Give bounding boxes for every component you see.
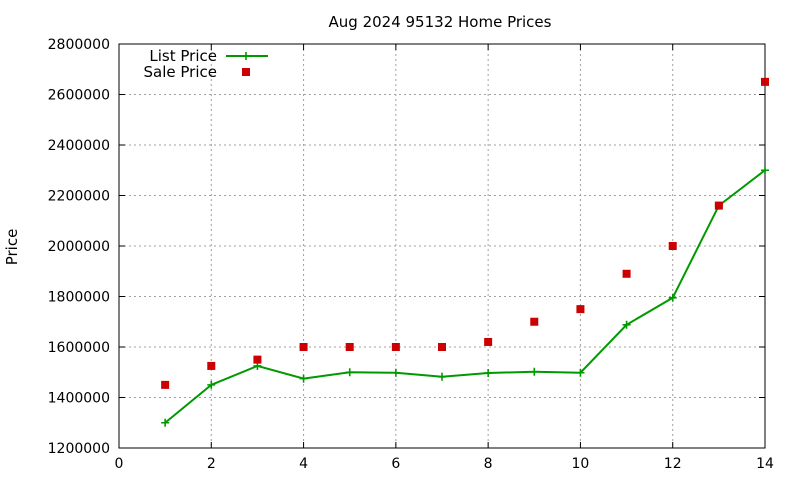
list-price-point xyxy=(207,380,216,389)
x-tick-label: 4 xyxy=(299,456,308,472)
sale-price-point xyxy=(299,343,308,351)
list-price-point xyxy=(391,368,400,377)
legend-label: Sale Price xyxy=(144,63,217,81)
list-price-point xyxy=(438,372,446,381)
sale-price-point xyxy=(622,269,631,278)
series xyxy=(161,77,769,427)
sale-price-point xyxy=(253,355,262,364)
series-2 xyxy=(161,77,769,389)
x-tick-label: 0 xyxy=(115,456,124,472)
chart-title: Aug 2024 95132 Home Prices xyxy=(329,13,552,31)
list-price-point xyxy=(299,374,308,383)
sale-price-point xyxy=(668,242,677,250)
y-tick-label: 1600000 xyxy=(48,340,110,356)
x-tick-label: 2 xyxy=(207,456,216,472)
sale-price-point xyxy=(438,343,446,351)
y-tick-label: 1200000 xyxy=(48,441,110,457)
y-tick-label: 2200000 xyxy=(48,189,110,205)
x-tick-label: 10 xyxy=(572,456,590,472)
y-tick-label: 1400000 xyxy=(48,391,110,407)
sale-price-point xyxy=(484,337,493,346)
legend-marker xyxy=(242,52,250,60)
legend-label: List Price xyxy=(149,47,217,65)
sale-price-point xyxy=(761,77,769,86)
y-tick-label: 2800000 xyxy=(48,37,110,53)
list-price-point xyxy=(668,293,677,302)
sale-price-point xyxy=(714,201,723,210)
list-price-point xyxy=(530,367,539,376)
list-price-point xyxy=(761,166,769,175)
y-axis-label: Price xyxy=(3,229,21,266)
x-tick-label: 8 xyxy=(484,456,493,472)
sale-price-point xyxy=(161,380,170,389)
y-tick-label: 2600000 xyxy=(48,88,110,104)
list-price-point xyxy=(576,368,585,377)
x-tick-label: 12 xyxy=(664,456,682,472)
sale-price-point xyxy=(391,343,400,351)
sale-price-point xyxy=(345,343,354,351)
list-price-point xyxy=(622,320,631,329)
x-tick-label: 14 xyxy=(756,456,774,472)
sale-price-point xyxy=(576,305,585,314)
series-1 xyxy=(161,166,769,427)
list-price-point xyxy=(345,368,354,377)
y-tick-label: 2400000 xyxy=(48,138,110,154)
sale-price-point xyxy=(530,317,539,326)
grid xyxy=(119,44,765,448)
y-tick-label: 2000000 xyxy=(48,239,110,255)
y-tick-label: 1800000 xyxy=(48,290,110,306)
list-price-point xyxy=(161,418,170,427)
sale-price-point xyxy=(207,361,216,370)
ticks: 0 2 4 6 8 10 12 14 1200000 1400000 1600000 1800000 2… xyxy=(48,37,774,472)
list-price-line xyxy=(164,169,766,424)
list-price-point xyxy=(484,369,493,378)
x-tick-label: 6 xyxy=(391,456,400,472)
legend-marker xyxy=(242,68,250,76)
